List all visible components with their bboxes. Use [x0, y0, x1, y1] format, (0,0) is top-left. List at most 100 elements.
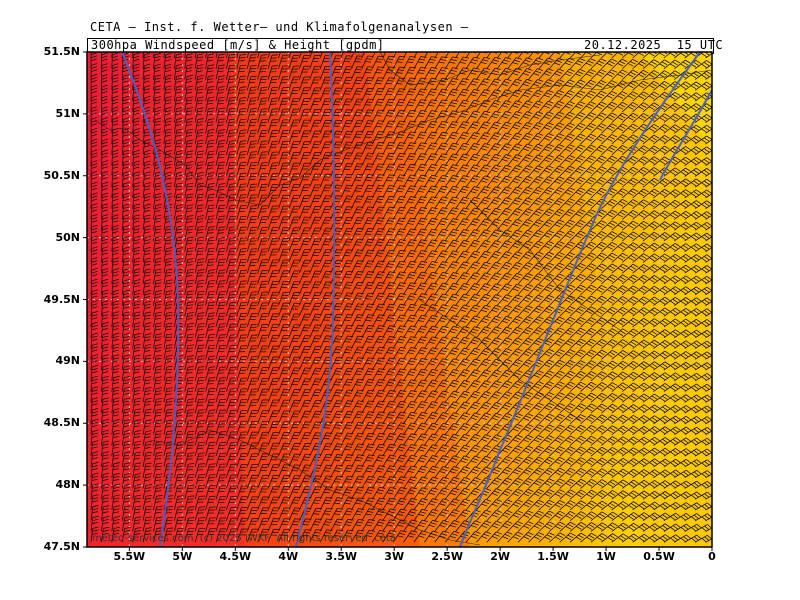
wind-barb: [215, 215, 226, 231]
wind-barb: [298, 76, 310, 91]
wind-barb: [413, 110, 427, 123]
wind-barb: [184, 74, 193, 91]
wind-barb: [246, 183, 258, 199]
wind-barb: [403, 99, 417, 112]
wind-barb: [361, 141, 374, 156]
wind-barb: [632, 102, 649, 113]
y-tick-label: 48.5N: [43, 416, 80, 430]
wind-barb: [121, 214, 130, 231]
wind-barb: [298, 108, 311, 123]
wind-barb: [173, 74, 183, 91]
wind-barb: [194, 182, 204, 198]
wind-barb: [173, 117, 183, 134]
wind-barb: [590, 112, 607, 123]
wind-barb: [142, 171, 151, 188]
wind-barb: [444, 99, 459, 113]
wind-barb: [632, 80, 649, 91]
wind-barb: [601, 134, 618, 145]
wind-barb: [298, 52, 302, 59]
wind-barb: [132, 182, 141, 198]
wind-barb: [549, 208, 565, 220]
wind-barb: [653, 145, 670, 156]
wind-barb: [111, 52, 113, 59]
wind-barb: [121, 160, 130, 177]
wind-barb: [632, 69, 649, 80]
wind-barb: [538, 208, 555, 220]
wind-barb: [309, 152, 321, 166]
wind-barb: [674, 210, 691, 220]
wind-barb: [580, 198, 597, 209]
wind-barb: [663, 210, 681, 220]
wind-barb: [205, 64, 215, 80]
wind-barb: [319, 163, 332, 177]
wind-barb: [465, 99, 480, 113]
wind-barb: [653, 178, 670, 188]
wind-barb: [403, 56, 417, 69]
wind-barb: [444, 175, 459, 188]
wind-barb: [476, 196, 491, 209]
wind-barb: [236, 205, 247, 220]
wind-barb: [267, 183, 279, 199]
wind-barb: [121, 117, 130, 134]
wind-barb: [642, 70, 660, 80]
wind-barb: [684, 178, 702, 188]
wind-barb: [236, 86, 247, 102]
wind-barb: [340, 66, 353, 80]
wind-barb: [601, 101, 618, 113]
wind-barb: [194, 172, 204, 188]
wind-barb: [101, 171, 109, 188]
wind-barb: [403, 131, 417, 145]
wind-barb: [184, 96, 193, 112]
wind-barb: [361, 98, 374, 112]
wind-barb: [663, 124, 681, 134]
wind-barb: [507, 68, 523, 80]
wind-barb: [559, 122, 575, 134]
wind-barb: [694, 70, 712, 80]
wind-barb: [184, 118, 194, 134]
wind-barb: [246, 54, 257, 69]
wind-barb: [226, 204, 236, 220]
wind-barb: [257, 140, 268, 155]
wind-barb: [632, 156, 649, 166]
wind-barb: [309, 52, 313, 59]
wind-barb: [444, 153, 459, 166]
wind-barb: [340, 206, 353, 220]
wind-barb: [674, 92, 691, 102]
wind-barb: [559, 68, 575, 80]
wind-barb: [246, 118, 257, 134]
wind-barb: [309, 162, 321, 177]
wind-barb: [476, 99, 491, 113]
wind-barb: [496, 175, 512, 188]
wind-barb: [434, 88, 448, 102]
wind-barb: [507, 78, 523, 91]
wind-barb: [194, 75, 204, 91]
wind-barb: [205, 161, 215, 177]
wind-barb: [215, 96, 225, 112]
wind-barb: [444, 196, 459, 209]
wind-barb: [486, 67, 501, 80]
wind-barb: [246, 205, 258, 220]
wind-barb: [517, 143, 533, 156]
wind-barb: [111, 63, 119, 80]
wind-barb: [434, 185, 449, 199]
wind-barb: [111, 74, 119, 91]
wind-barb: [194, 85, 204, 102]
wind-barb: [694, 114, 712, 123]
wind-barb: [278, 140, 289, 155]
wind-barb: [340, 55, 353, 69]
wind-barb: [163, 160, 172, 177]
wind-barb: [517, 111, 533, 123]
wind-barb: [351, 120, 364, 134]
wind-barb: [444, 110, 459, 123]
wind-barb: [569, 144, 586, 156]
wind-barb: [601, 80, 618, 91]
wind-barb: [455, 175, 470, 188]
wind-barb: [382, 152, 396, 166]
wind-barb: [423, 131, 438, 145]
wind-barb: [569, 112, 586, 123]
wind-barb: [111, 138, 119, 155]
wind-barb: [528, 165, 544, 177]
wind-barb: [132, 95, 140, 112]
wind-barb: [351, 130, 364, 145]
wind-barb: [90, 170, 98, 188]
